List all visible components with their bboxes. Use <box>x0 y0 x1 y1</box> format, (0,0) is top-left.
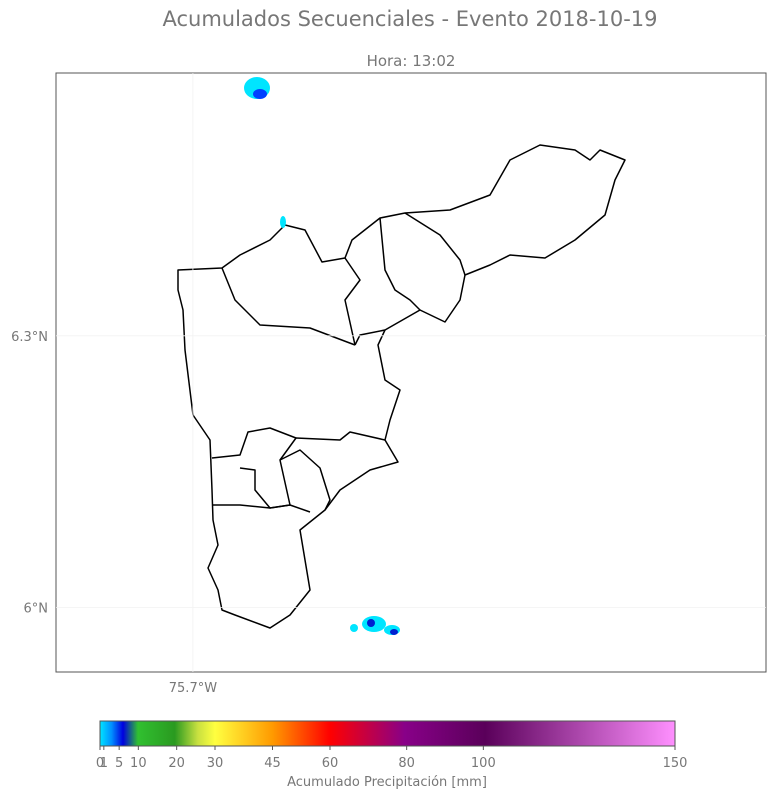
axes: 6.3°N 6°N 75.7°W <box>11 73 766 696</box>
colorbar-label: Acumulado Precipitación [mm] <box>287 775 487 790</box>
y-tick-label: 6°N <box>24 602 49 617</box>
colorbar-tick-label: 0 <box>96 756 104 771</box>
colorbar-tick-label: 45 <box>264 756 281 771</box>
colorbar-tick-label: 5 <box>115 756 123 771</box>
colorbar-tick-label: 100 <box>471 756 496 771</box>
map-frame <box>55 72 767 673</box>
colorbar-tick-label: 150 <box>663 756 688 771</box>
title: Acumulados Secuenciales - Evento 2018-10… <box>162 7 657 31</box>
colorbar-tick-label: 80 <box>398 756 415 771</box>
colorbar-tick-label: 60 <box>322 756 339 771</box>
colorbar <box>99 720 676 747</box>
colorbar-tick-label: 10 <box>130 756 147 771</box>
y-tick-label: 6.3°N <box>11 330 48 345</box>
subtitle: Hora: 13:02 <box>367 52 456 70</box>
colorbar-tick-label: 20 <box>168 756 185 771</box>
x-tick-label: 75.7°W <box>169 681 217 696</box>
colorbar-tick-label: 30 <box>207 756 224 771</box>
boundaries <box>177 144 626 629</box>
colorbar-tick-label: 1 <box>100 756 108 771</box>
rain-cells <box>244 77 400 635</box>
